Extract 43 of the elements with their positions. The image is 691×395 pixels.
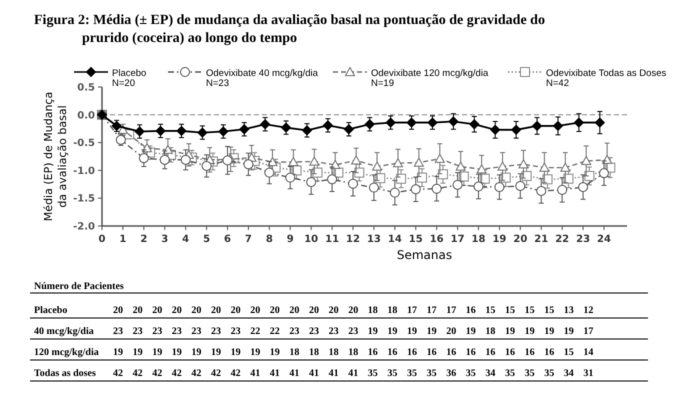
x-tick-label: 22	[555, 234, 570, 245]
x-tick-label: 1	[119, 234, 126, 245]
legend-label: Odevixibate 40 mcg/kg/dia	[206, 68, 319, 79]
y-tick-label: -2.0	[73, 222, 96, 232]
x-tick-label: 10	[304, 234, 318, 245]
y-tick-label: -1.5	[73, 194, 96, 205]
x-tick-label: 6	[224, 234, 232, 245]
patients-table: Número de Pacientes Placebo 20 20 20 20 20 20 20 20 20 20 20 20 20 18 18 17 17 17 16 15 15 15 15 13 12 40 mcg/kg/dia 23 23 23 23 23 23 23 22 22 23 23 23 23 19 19 19 19 20 19 18 19 19 19 19 17 120 mcg/kg/dia 19 19 19 19 19 19 19 19 19 18 18 18 18 16 16 16 16 16 16 16 16 16 16 15 14 Todas as doses 42 42 42 42 42 42 42 41 41 41 41 41 41 35 35 35 35 36 35 34 35 35 35 34 31	[30, 281, 648, 382]
y-tick-label: -0.5	[73, 138, 96, 150]
x-tick-label: 12	[346, 234, 360, 245]
annotation: N=42	[546, 78, 569, 89]
x-tick-label: 20	[513, 234, 528, 245]
y-tick-label: 0.5	[77, 82, 96, 94]
legend-label: Odevixibate Todas as Doses	[546, 68, 666, 79]
x-tick-label: 21	[534, 234, 548, 245]
y-tick-label: 0.0	[77, 110, 96, 122]
x-tick-label: 24	[597, 234, 611, 245]
x-tick-label: 11	[325, 234, 340, 245]
x-tick-label: 9	[286, 234, 294, 245]
legend-label: Odevixibate 120 mcg/kg/dia	[371, 68, 489, 79]
x-tick-label: 15	[408, 234, 423, 245]
legend-label: Placebo	[112, 68, 146, 79]
annotation: N=20	[112, 78, 135, 89]
x-tick-label: 23	[576, 234, 590, 245]
x-tick-label: 13	[366, 234, 381, 245]
x-tick-label: 4	[182, 234, 190, 245]
y-tick-label: -1.0	[73, 166, 96, 177]
annotation: N=19	[371, 78, 394, 89]
x-tick-label: 18	[472, 234, 486, 245]
annotation: N=23	[206, 78, 229, 89]
x-tick-label: 7	[244, 234, 252, 245]
x-tick-label: 14	[388, 234, 402, 245]
y-axis-title: Média (EP) de Mudança da avaliação basal	[42, 92, 69, 222]
x-tick-label: 2	[140, 234, 148, 245]
x-tick-label: 17	[450, 234, 465, 245]
x-tick-label: 0	[98, 234, 106, 245]
x-tick-label: 16	[430, 234, 444, 245]
x-tick-label: 8	[266, 234, 273, 245]
x-tick-label: 3	[161, 234, 168, 245]
x-tick-label: 19	[492, 234, 506, 245]
title: Figura 2: Média (± EP) de mudança da avaliação basal na pontuação de gravidade do prurido (coceira) ao longo do tempo	[34, 13, 545, 46]
x-tick-label: 5	[203, 234, 210, 245]
x-axis-title: Semanas	[396, 248, 452, 262]
